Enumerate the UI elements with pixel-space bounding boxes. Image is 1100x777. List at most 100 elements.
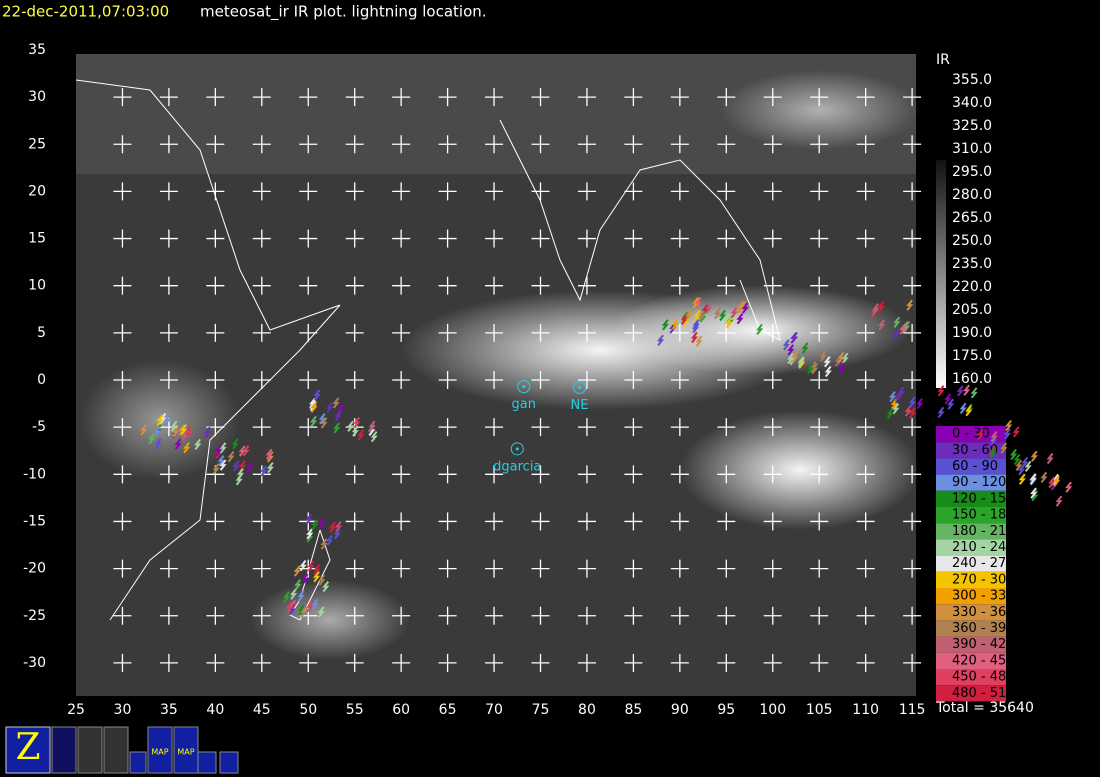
- lightning-symbol: [897, 386, 905, 398]
- lightning-symbol: [311, 519, 319, 531]
- lightning-symbol: [180, 429, 189, 442]
- lightning-symbol: [698, 310, 706, 322]
- lightning-symbol: [153, 425, 161, 438]
- lightning-symbol: [1000, 442, 1008, 454]
- map-button-label: MAP: [177, 748, 194, 757]
- lightning-symbol: [786, 352, 795, 365]
- grid-button[interactable]: [197, 751, 217, 774]
- lightning-symbol: [1053, 475, 1061, 487]
- lightning-symbol: [139, 424, 148, 436]
- lon-tick-label: 40: [206, 702, 224, 718]
- ir-scale-title: IR: [936, 52, 950, 68]
- lightning-symbol: [937, 406, 945, 419]
- legend-swatch: [936, 620, 1006, 637]
- legend-swatch: [936, 652, 1006, 669]
- legend-label: 150 - 180: [952, 508, 1015, 523]
- logo: Z: [15, 727, 40, 768]
- station-dot: [522, 385, 526, 389]
- map-button[interactable]: [173, 726, 199, 774]
- lightning-symbol: [154, 438, 162, 450]
- timestamp: 22-dec-2011,07:03:00: [2, 3, 169, 21]
- lightning-symbol: [806, 362, 815, 375]
- lightning-symbol: [801, 342, 809, 354]
- lightning-symbol: [159, 412, 167, 425]
- ir-scale-label: 280.0: [952, 187, 992, 203]
- lightning-symbol: [1030, 450, 1038, 462]
- lightning-symbol: [1030, 487, 1038, 499]
- ir-colorbar: [936, 160, 946, 388]
- lightning-symbol: [320, 538, 328, 550]
- lightning-symbol: [657, 334, 665, 346]
- lightning-symbol: [351, 425, 359, 437]
- lightning-symbol: [1024, 460, 1032, 472]
- lat-tick-label: -15: [23, 513, 46, 529]
- lightning-symbol: [163, 414, 171, 426]
- lightning-symbol: [963, 384, 971, 396]
- lightning-symbol: [976, 428, 985, 441]
- lon-tick-label: 25: [67, 702, 85, 718]
- lon-tick-label: 90: [671, 702, 689, 718]
- ir-scale-label: 205.0: [952, 302, 992, 318]
- legend-swatch: [936, 604, 1006, 621]
- legend-label: 360 - 390: [952, 621, 1015, 636]
- lon-tick-label: 50: [299, 702, 317, 718]
- vis-button[interactable]: [103, 726, 129, 774]
- legend-swatch: [936, 490, 1006, 507]
- legend-label: 270 - 300: [952, 572, 1015, 587]
- ir-scale-label: 355.0: [952, 72, 992, 88]
- ir-scale-label: 295.0: [952, 164, 992, 180]
- lightning-symbol: [990, 431, 998, 443]
- station-button[interactable]: [219, 751, 239, 774]
- map-button[interactable]: [147, 726, 173, 774]
- lightning-symbol: [947, 398, 955, 410]
- lightning-symbol: [174, 438, 182, 450]
- ir-scale-label: 190.0: [952, 325, 992, 341]
- lightning-symbol: [180, 423, 188, 436]
- legend-label: 390 - 420: [952, 637, 1015, 652]
- lightning-symbol: [872, 302, 880, 315]
- logo-button[interactable]: [5, 726, 51, 774]
- lightning-symbol: [322, 581, 330, 593]
- lightning-symbol: [219, 442, 227, 454]
- legend-swatch: [936, 474, 1006, 491]
- lon-tick-label: 45: [253, 702, 271, 718]
- ir-scale-label: 160.0: [952, 371, 992, 387]
- lon-tick-label: 110: [852, 702, 879, 718]
- toolbar: Z MAP MAP: [5, 726, 239, 774]
- lat-tick-label: 35: [28, 42, 46, 58]
- lightning-symbol: [841, 352, 849, 364]
- lightning-symbol: [725, 316, 733, 329]
- station-marker: [573, 381, 587, 395]
- ir-button[interactable]: [51, 726, 77, 774]
- lightning-symbol: [965, 405, 973, 417]
- ir-scale-label: 265.0: [952, 210, 992, 226]
- lightning-symbol: [837, 351, 845, 364]
- lightning-symbol: [1018, 473, 1026, 485]
- lightning-symbol: [298, 604, 306, 616]
- lightning-button[interactable]: [129, 751, 147, 774]
- ir-scale-label: 250.0: [952, 233, 992, 249]
- lightning-symbol: [310, 415, 318, 428]
- lightning-symbol: [944, 393, 952, 405]
- lightning-symbol: [231, 438, 239, 450]
- lat-tick-label: 25: [28, 136, 46, 152]
- lightning-symbol: [937, 385, 945, 397]
- station-dot: [515, 447, 519, 451]
- lightning-symbol: [227, 451, 235, 463]
- lightning-symbol: [318, 574, 326, 586]
- lat-tick-label: 30: [28, 89, 46, 105]
- lightning-symbol: [790, 332, 798, 344]
- station-dot: [578, 386, 582, 390]
- wv-button[interactable]: [77, 726, 103, 774]
- lightning-symbol: [736, 302, 744, 314]
- ir-scale-label: 310.0: [952, 141, 992, 157]
- lightning-symbol: [301, 573, 309, 585]
- lightning-symbol: [685, 309, 693, 322]
- lightning-symbol: [1012, 426, 1020, 438]
- lightning-symbol: [333, 422, 341, 434]
- ir-scale-label: 175.0: [952, 348, 992, 364]
- lightning-symbol: [690, 331, 699, 344]
- lightning-symbol: [877, 301, 885, 313]
- lightning-symbol: [219, 459, 227, 471]
- lightning-symbol: [989, 447, 997, 459]
